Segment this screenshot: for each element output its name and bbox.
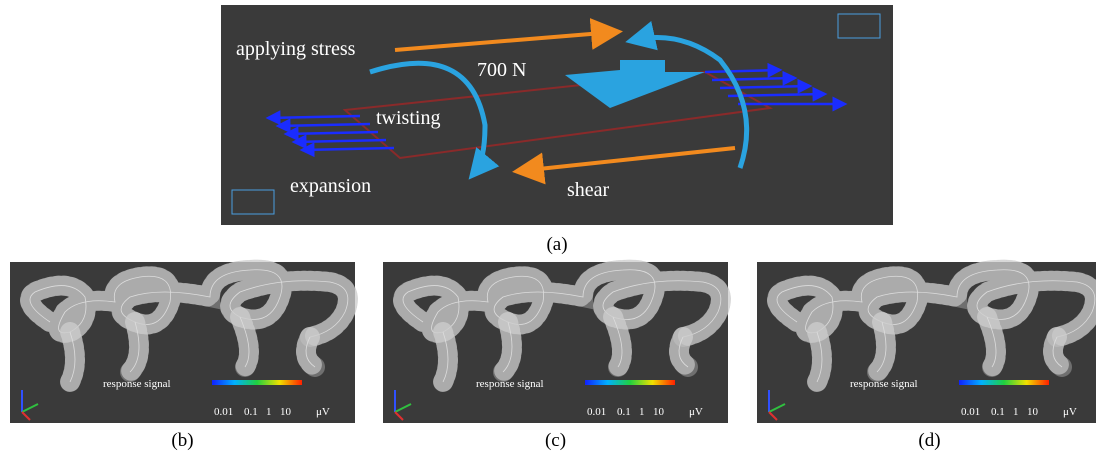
colorbar xyxy=(959,380,1049,385)
wireframe-tube xyxy=(503,322,512,372)
scale-label: μV xyxy=(689,406,703,418)
scale-label: 1 xyxy=(266,406,272,418)
scale-label: μV xyxy=(1063,406,1077,418)
scale-label: 0.1 xyxy=(991,406,1005,418)
panel-a: applying stress 700 N twisting expansion… xyxy=(221,5,893,225)
label: twisting xyxy=(376,107,440,129)
scale-label: μV xyxy=(316,406,330,418)
caption: (a) xyxy=(546,234,567,255)
label: 700 N xyxy=(477,59,526,81)
signal-label: response signal xyxy=(103,378,171,390)
label: shear xyxy=(567,179,610,201)
wireframe-tube xyxy=(306,337,315,367)
wireframe-tube xyxy=(130,322,139,372)
label: applying stress xyxy=(236,38,356,60)
colorbar xyxy=(212,380,302,385)
scale-label: 1 xyxy=(1013,406,1019,418)
wireframe-tube xyxy=(877,322,886,372)
wireframe-tube xyxy=(679,337,688,367)
caption: (d) xyxy=(918,430,940,451)
scale-label: 0.01 xyxy=(214,406,233,418)
scale-label: 10 xyxy=(1027,406,1039,418)
caption: (b) xyxy=(171,430,193,451)
scale-label: 0.01 xyxy=(587,406,606,418)
panel: response signal 0.01 0.1 1 10 μV xyxy=(383,262,728,423)
label: expansion xyxy=(290,175,371,197)
scale-label: 0.1 xyxy=(244,406,258,418)
caption: (c) xyxy=(545,430,566,451)
scale-label: 10 xyxy=(280,406,292,418)
panel: response signal 0.01 0.1 1 10 μV xyxy=(10,262,355,423)
scale-label: 1 xyxy=(639,406,645,418)
colorbar xyxy=(585,380,675,385)
wireframe-tube xyxy=(1053,337,1062,367)
scale-label: 0.01 xyxy=(961,406,980,418)
signal-label: response signal xyxy=(476,378,544,390)
figure: applying stress 700 N twisting expansion… xyxy=(0,0,1096,457)
panel: response signal 0.01 0.1 1 10 μV xyxy=(757,262,1096,423)
scale-label: 0.1 xyxy=(617,406,631,418)
scale-label: 10 xyxy=(653,406,665,418)
signal-label: response signal xyxy=(850,378,918,390)
